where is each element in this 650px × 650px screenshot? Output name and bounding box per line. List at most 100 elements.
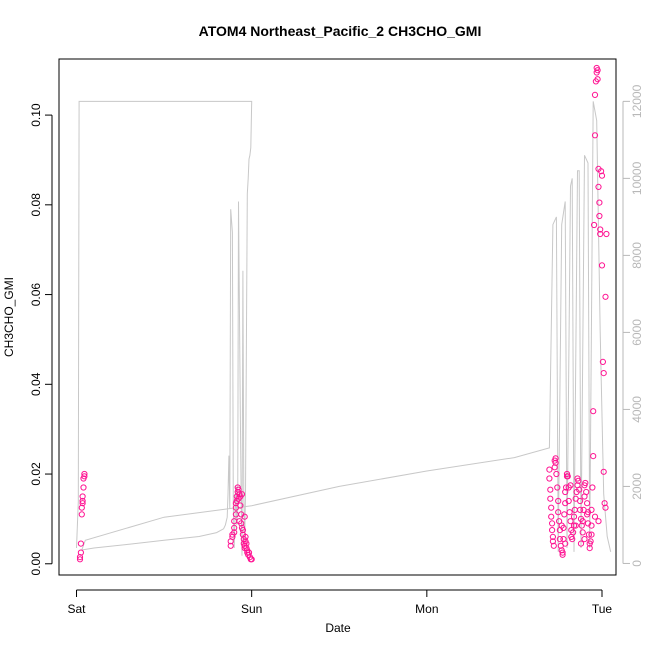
- data-point: [76, 554, 84, 561]
- data-point: [579, 518, 586, 525]
- data-point: [585, 531, 593, 538]
- data-point: [559, 549, 566, 556]
- data-point: [581, 536, 588, 543]
- data-point: [236, 518, 243, 525]
- data-point: [587, 538, 594, 545]
- data-point: [582, 479, 589, 487]
- data-point: [599, 358, 607, 365]
- data-point: [77, 540, 85, 547]
- x-tick-label: Sun: [241, 602, 262, 616]
- data-point: [231, 529, 238, 536]
- data-point: [567, 482, 574, 489]
- data-point: [231, 524, 238, 532]
- x-axis-label: Date: [325, 621, 351, 635]
- data-point: [564, 473, 571, 480]
- data-point: [590, 453, 597, 460]
- data-point: [79, 500, 86, 507]
- data-point: [248, 556, 255, 563]
- data-point: [549, 520, 556, 527]
- data-point: [547, 486, 554, 493]
- y-tick-label: 0.00: [29, 552, 43, 576]
- data-point: [594, 67, 601, 74]
- data-point: [245, 549, 253, 556]
- data-point: [561, 511, 568, 518]
- data-point: [555, 497, 562, 505]
- data-point: [567, 518, 574, 525]
- data-point: [562, 488, 569, 496]
- data-point: [553, 470, 560, 478]
- data-point: [239, 527, 246, 534]
- right-y-tick-label: 12000: [630, 84, 644, 118]
- data-point: [556, 518, 563, 525]
- data-point: [603, 230, 610, 238]
- y-tick-label: 0.08: [29, 193, 43, 217]
- x-axis: Sat Sun Mon Tue: [68, 589, 613, 616]
- data-point: [547, 495, 554, 502]
- y-axis: 0.00 0.02 0.04 0.06 0.08 0.10: [29, 103, 53, 576]
- data-point: [598, 168, 605, 175]
- plot-area: [76, 64, 612, 563]
- y-tick-label: 0.06: [29, 283, 43, 307]
- y-axis-label: CH3CHO_GMI: [2, 277, 16, 357]
- y-tick-label: 0.02: [29, 462, 43, 486]
- data-point: [570, 522, 578, 529]
- data-point: [546, 466, 553, 473]
- data-point: [584, 509, 592, 516]
- data-point: [597, 230, 604, 238]
- right-y-tick-label: 6000: [630, 319, 644, 346]
- data-point: [552, 455, 559, 462]
- data-point: [243, 540, 250, 547]
- data-point: [550, 542, 557, 549]
- data-point: [559, 551, 566, 558]
- data-point: [549, 533, 557, 541]
- data-point: [602, 504, 609, 511]
- data-point: [575, 477, 582, 484]
- data-point: [241, 513, 248, 520]
- data-point: [598, 262, 606, 269]
- data-point: [558, 522, 565, 529]
- data-point: [238, 491, 246, 498]
- chart-title: ATOM4 Northeast_Pacific_2 CH3CHO_GMI: [199, 23, 482, 39]
- data-point: [576, 486, 583, 493]
- data-point: [562, 540, 569, 547]
- data-point: [588, 531, 595, 538]
- data-point: [591, 513, 599, 520]
- right-y-tick-label: 8000: [630, 242, 644, 269]
- data-point: [586, 545, 593, 552]
- data-point: [590, 408, 597, 415]
- data-point: [554, 484, 561, 491]
- altitude-line: [76, 100, 612, 556]
- y-tick-label: 0.10: [29, 103, 43, 127]
- data-point: [81, 470, 88, 478]
- right-y-tick-label: 10000: [630, 161, 644, 195]
- data-point: [569, 536, 576, 543]
- data-point: [78, 504, 85, 511]
- data-point: [595, 518, 602, 525]
- data-point: [79, 493, 86, 500]
- data-point: [76, 556, 84, 563]
- data-point: [79, 497, 86, 505]
- data-point: [570, 513, 578, 520]
- data-point: [596, 212, 603, 220]
- data-point: [549, 527, 556, 534]
- data-point: [549, 538, 557, 545]
- data-point: [570, 529, 577, 536]
- data-point: [594, 76, 601, 83]
- data-point: [583, 488, 590, 496]
- data-point: [565, 497, 572, 505]
- data-point: [589, 484, 596, 491]
- data-point: [566, 509, 573, 516]
- y-tick-label: 0.04: [29, 372, 43, 396]
- x-tick-label: Tue: [592, 602, 613, 616]
- data-point: [579, 529, 586, 536]
- data-point: [584, 500, 591, 507]
- data-point: [555, 509, 562, 516]
- data-point: [80, 484, 87, 491]
- data-point: [78, 511, 85, 518]
- data-point: [591, 132, 599, 139]
- plot-frame: [58, 58, 617, 576]
- data-point: [552, 459, 559, 466]
- data-point: [546, 475, 553, 482]
- data-point: [572, 522, 579, 529]
